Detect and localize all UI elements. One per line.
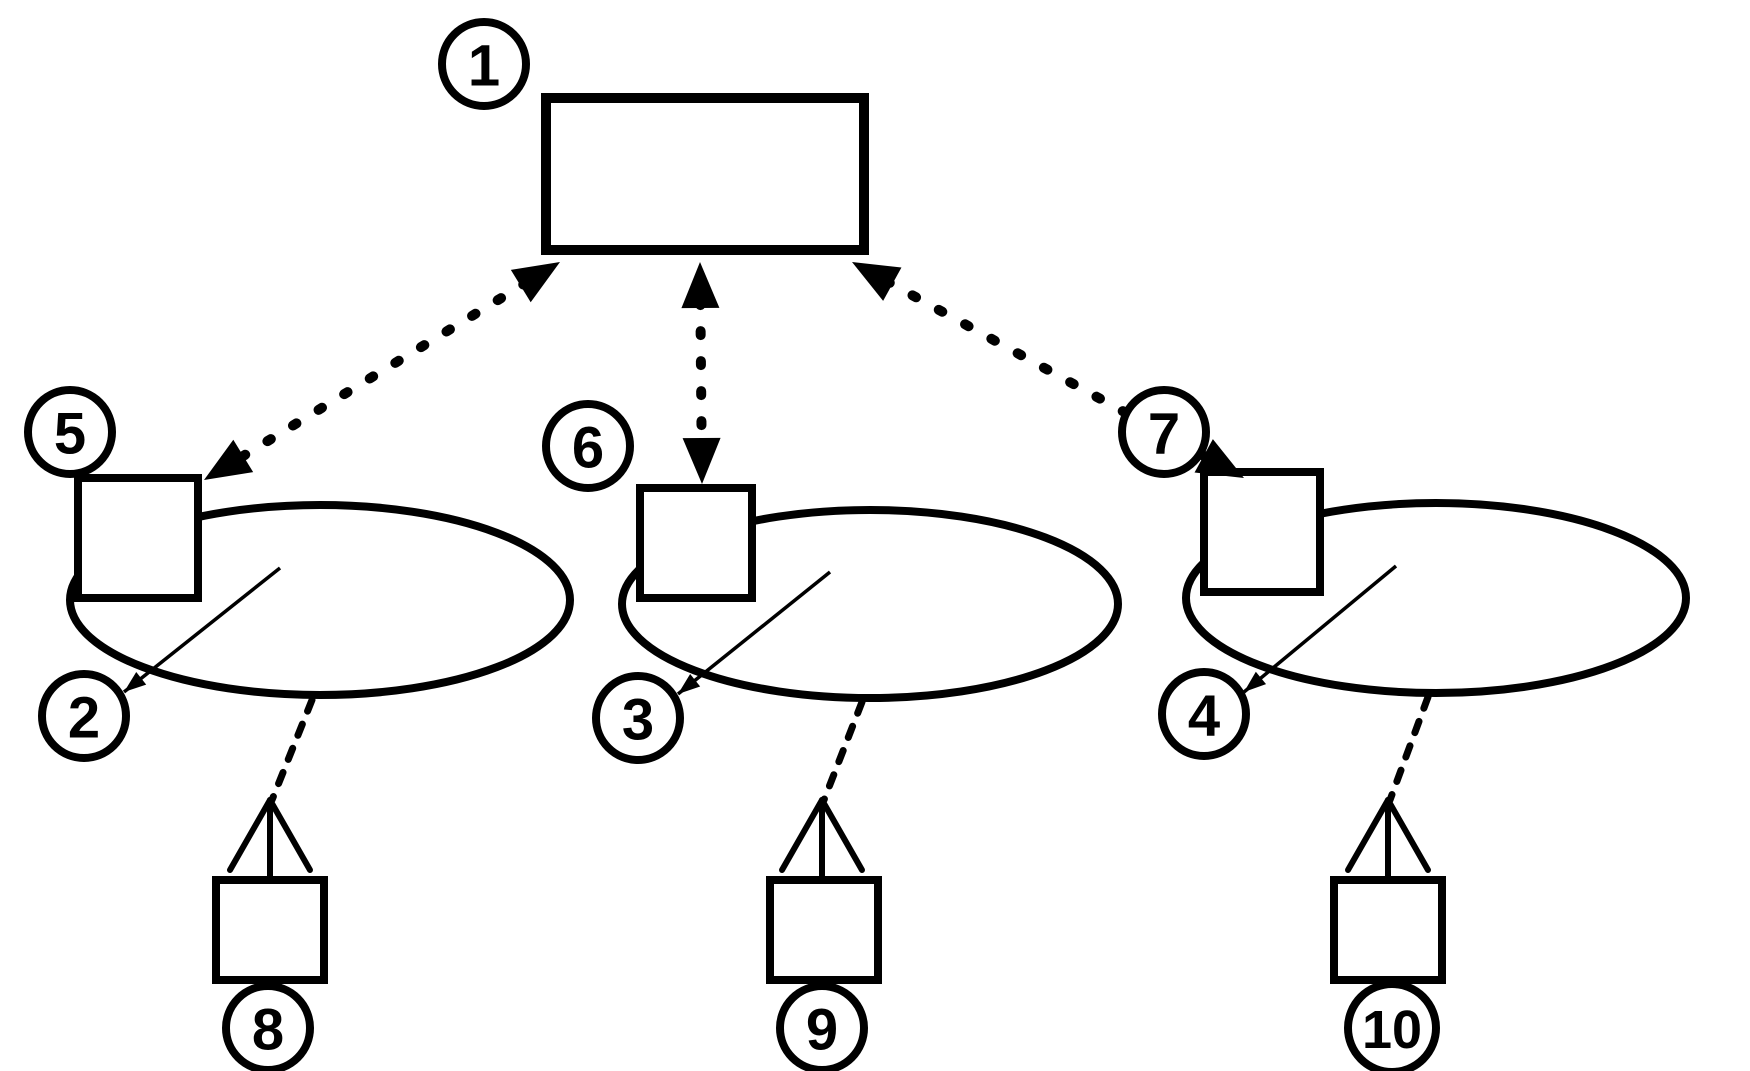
terminal-box-2 [770, 880, 878, 980]
label-text-9: 9 [806, 998, 838, 1063]
antenna-arm-right-3 [1388, 800, 1428, 870]
label-text-5: 5 [54, 402, 86, 467]
backhaul-link-1 [237, 282, 526, 459]
label-text-2: 2 [68, 686, 100, 751]
label-text-1: 1 [468, 34, 500, 99]
antenna-arm-left-2 [782, 800, 822, 870]
terminal-box-1 [216, 880, 324, 980]
label-text-8: 8 [252, 998, 284, 1063]
antenna-arm-right-1 [270, 800, 310, 870]
base-station-box-1 [78, 478, 198, 598]
label-text-4: 4 [1188, 684, 1220, 749]
label-text-10: 10 [1362, 1000, 1422, 1060]
base-station-box-3 [1204, 472, 1320, 592]
label-text-7: 7 [1148, 402, 1180, 467]
antenna-arm-left-1 [230, 800, 270, 870]
central-controller-box [546, 98, 864, 250]
antenna-arm-left-3 [1348, 800, 1388, 870]
downlink-dash-2 [824, 702, 862, 800]
terminal-box-3 [1334, 880, 1442, 980]
base-station-box-2 [640, 488, 752, 598]
network-diagram: 1 5 6 7 2 3 4 8 9 10 [0, 0, 1750, 1071]
antenna-arm-right-2 [822, 800, 862, 870]
downlink-dash-1 [272, 700, 312, 800]
backhaul-link-2 [700, 301, 701, 445]
label-text-6: 6 [572, 416, 604, 481]
label-text-3: 3 [622, 688, 654, 753]
downlink-dash-3 [1390, 697, 1428, 800]
